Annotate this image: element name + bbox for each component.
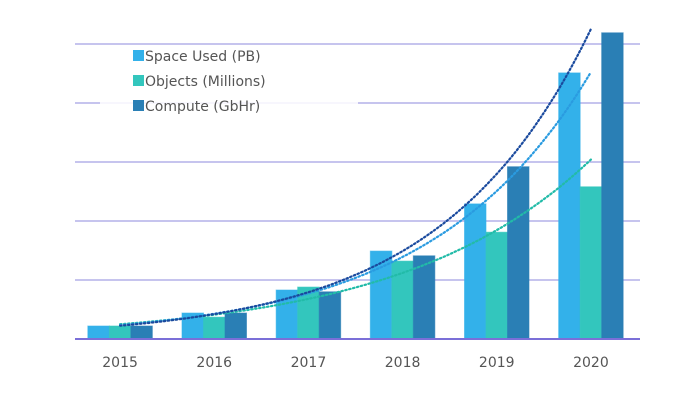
bar-compute	[224, 312, 247, 340]
bar-compute	[130, 325, 153, 340]
bar-objects	[579, 186, 603, 340]
x-tick-label: 2015	[102, 355, 138, 371]
x-tick-label: 2017	[291, 355, 327, 371]
legend-label: Space Used (PB)	[145, 49, 261, 65]
bar-compute	[412, 255, 436, 340]
legend-swatch	[133, 50, 144, 61]
legend-label: Compute (GbHr)	[145, 99, 260, 115]
legend-label: Objects (Millions)	[145, 74, 266, 90]
trendline-compute	[119, 28, 592, 327]
x-tick-label: 2019	[479, 355, 515, 371]
bar-objects	[108, 325, 132, 340]
x-tick-label: 2016	[196, 355, 232, 371]
bar-space	[558, 72, 581, 340]
bar-compute	[507, 166, 530, 340]
bar-compute	[318, 291, 342, 340]
legend-swatch	[133, 100, 144, 111]
bar-compute	[601, 32, 624, 340]
x-tick-label: 2018	[385, 355, 421, 371]
x-tick-label: 2020	[573, 355, 609, 371]
bar-objects	[485, 231, 508, 340]
bar-space	[87, 325, 110, 340]
bar-space	[464, 203, 487, 340]
legend-swatch	[133, 75, 144, 86]
legend-background	[100, 96, 358, 108]
trendline-objects	[119, 158, 592, 326]
bar-objects	[203, 316, 226, 340]
